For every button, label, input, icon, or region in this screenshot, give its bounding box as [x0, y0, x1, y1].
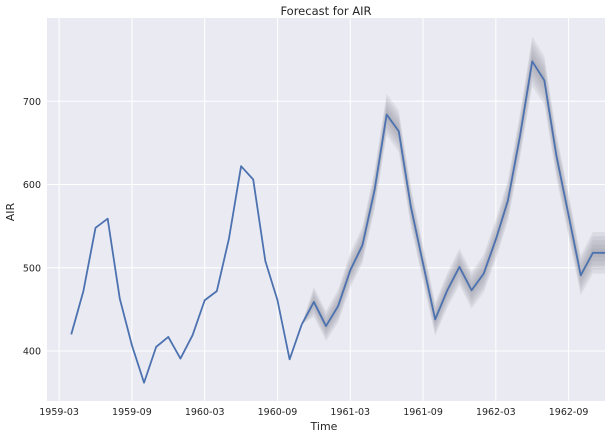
chart-title: Forecast for AIR	[280, 4, 371, 18]
plot-background	[47, 18, 605, 401]
x-tick-label: 1962-09	[549, 407, 589, 418]
tick-labels: 400 500 600 700 1959-03 1959-09 1960-03 1960-09…	[23, 97, 589, 418]
x-axis-label: Time	[310, 420, 338, 433]
y-tick-label: 400	[23, 347, 41, 358]
forecast-line	[300, 60, 605, 327]
x-tick-label: 1959-03	[39, 407, 79, 418]
x-tick-label: 1960-03	[185, 407, 225, 418]
x-tick-label: 1961-09	[403, 407, 443, 418]
x-tick-label: 1960-09	[258, 407, 298, 418]
y-tick-label: 600	[23, 180, 41, 191]
y-tick-label: 500	[23, 263, 41, 274]
grid	[47, 18, 605, 401]
x-tick-label: 1961-03	[330, 407, 370, 418]
forecast-interval-band	[301, 51, 605, 333]
history-line	[70, 165, 303, 384]
y-axis-label: AIR	[4, 202, 17, 221]
x-tick-label: 1962-03	[476, 407, 516, 418]
y-tick-label: 700	[23, 97, 41, 108]
series-lines	[70, 60, 605, 384]
x-tick-label: 1959-09	[112, 407, 152, 418]
